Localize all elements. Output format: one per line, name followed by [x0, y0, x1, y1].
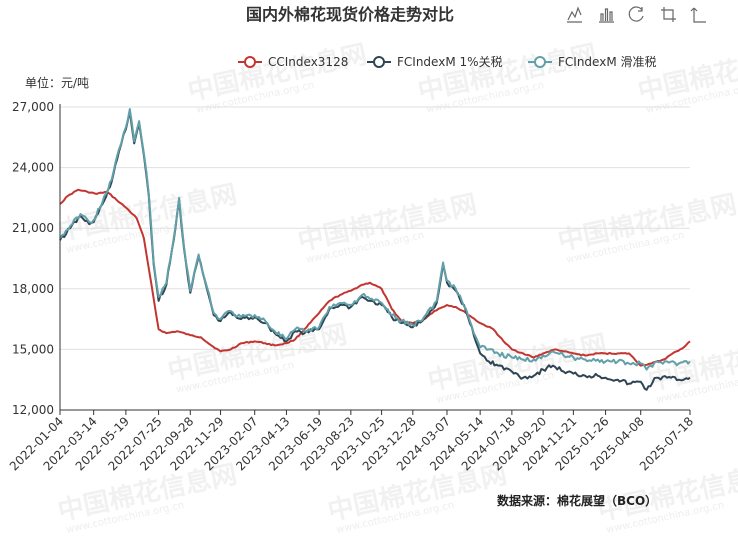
legend: CCIndex3128 FCIndexM 1%关税 FCIndexM 滑准税 — [238, 55, 657, 69]
y-tick-label: 24,000 — [12, 161, 54, 175]
y-tick-label: 12,000 — [12, 403, 54, 417]
legend-item[interactable]: FCIndexM 1%关税 — [367, 55, 503, 69]
back-icon[interactable] — [690, 7, 706, 23]
y-tick-label: 27,000 — [12, 100, 54, 114]
unit-label: 单位：元/吨 — [25, 75, 89, 90]
y-tick-label: 21,000 — [12, 221, 54, 235]
legend-swatch-marker — [373, 56, 385, 68]
axis-layer: 12,00015,00018,00021,00024,00027,0002022… — [7, 100, 696, 473]
series-line-3 — [59, 108, 691, 371]
bar-chart-icon[interactable] — [599, 8, 614, 23]
legend-item[interactable]: CCIndex3128 — [238, 55, 348, 69]
legend-label: FCIndexM 1%关税 — [397, 55, 503, 69]
legend-item[interactable]: FCIndexM 滑准税 — [528, 55, 657, 69]
series-line-1 — [59, 188, 691, 367]
y-tick-label: 18,000 — [12, 282, 54, 296]
y-tick-label: 15,000 — [12, 342, 54, 356]
series-layer — [59, 108, 691, 391]
crop-icon[interactable] — [661, 7, 676, 22]
legend-label: CCIndex3128 — [268, 55, 348, 69]
legend-swatch-marker — [534, 56, 546, 68]
grid-layer — [60, 106, 690, 350]
legend-swatch-marker — [244, 56, 256, 68]
line-chart-icon[interactable] — [567, 6, 582, 23]
toolbox — [567, 6, 706, 23]
chart-title: 国内外棉花现货价格走势对比 — [246, 5, 454, 24]
source-label: 数据来源：棉花展望（BCO） — [497, 493, 657, 508]
legend-label: FCIndexM 滑准税 — [558, 55, 657, 69]
restore-icon[interactable] — [628, 6, 644, 22]
